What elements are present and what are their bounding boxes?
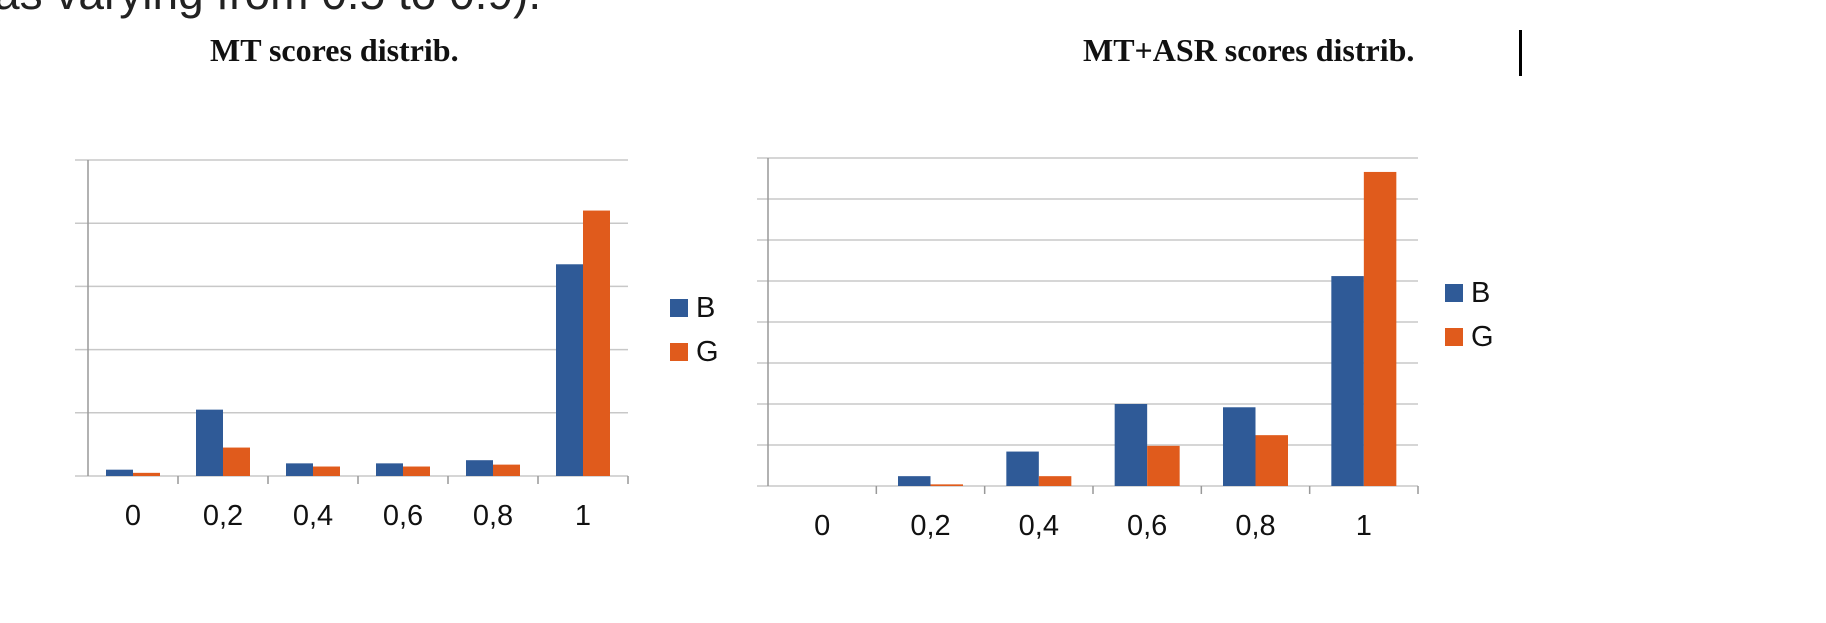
bar-g-1 [930,484,963,486]
legend-swatch-b [670,299,688,317]
x-tick-label: 1 [1356,510,1372,542]
x-tick-label: 0,4 [293,500,333,532]
text-cursor [1519,30,1522,76]
legend-swatch-b [1445,284,1463,302]
legend-swatch-g [670,343,688,361]
bar-g-4 [493,464,520,476]
bar-b-1 [898,476,931,486]
bar-b-0 [106,469,133,476]
bar-g-3 [1147,445,1180,486]
x-tick-label: 0 [125,500,141,532]
bar-b-3 [1114,404,1148,486]
bar-b-4 [1223,407,1256,486]
chart-title-mt-asr: MT+ASR scores distrib. [1083,32,1415,68]
bar-b-3 [376,463,403,476]
bar-g-2 [1038,476,1072,486]
bar-g-3 [403,466,430,476]
bar-b-4 [466,460,493,476]
bar-g-4 [1255,435,1288,486]
legend-label-g: G [696,336,719,368]
x-tick-label: 0,6 [1127,510,1167,542]
bar-b-5 [556,264,583,476]
chart-title-mt: MT scores distrib. [210,32,459,68]
x-tick-label: 0,2 [203,500,243,532]
bar-b-1 [196,409,223,476]
legend-label-b: B [1471,277,1490,309]
x-tick-label: 0,8 [473,500,513,532]
bar-g-1 [223,447,250,476]
bar-g-5 [1363,171,1397,486]
x-tick-label: 1 [575,500,591,532]
bar-g-0 [133,472,160,476]
x-tick-label: 0,2 [910,510,950,542]
bar-g-2 [313,466,340,476]
x-tick-label: 0,4 [1019,510,1059,542]
partial-paragraph-text: as varying from 0.5 to 0.9). [0,0,541,20]
bar-b-2 [286,463,313,476]
bar-b-5 [1331,276,1364,486]
bar-b-2 [1006,451,1039,486]
legend-label-b: B [696,292,715,324]
legend-swatch-g [1445,328,1463,346]
x-tick-label: 0,8 [1235,510,1275,542]
bar-g-5 [583,210,610,476]
legend-label-g: G [1471,321,1494,353]
x-tick-label: 0 [814,510,830,542]
x-tick-label: 0,6 [383,500,423,532]
